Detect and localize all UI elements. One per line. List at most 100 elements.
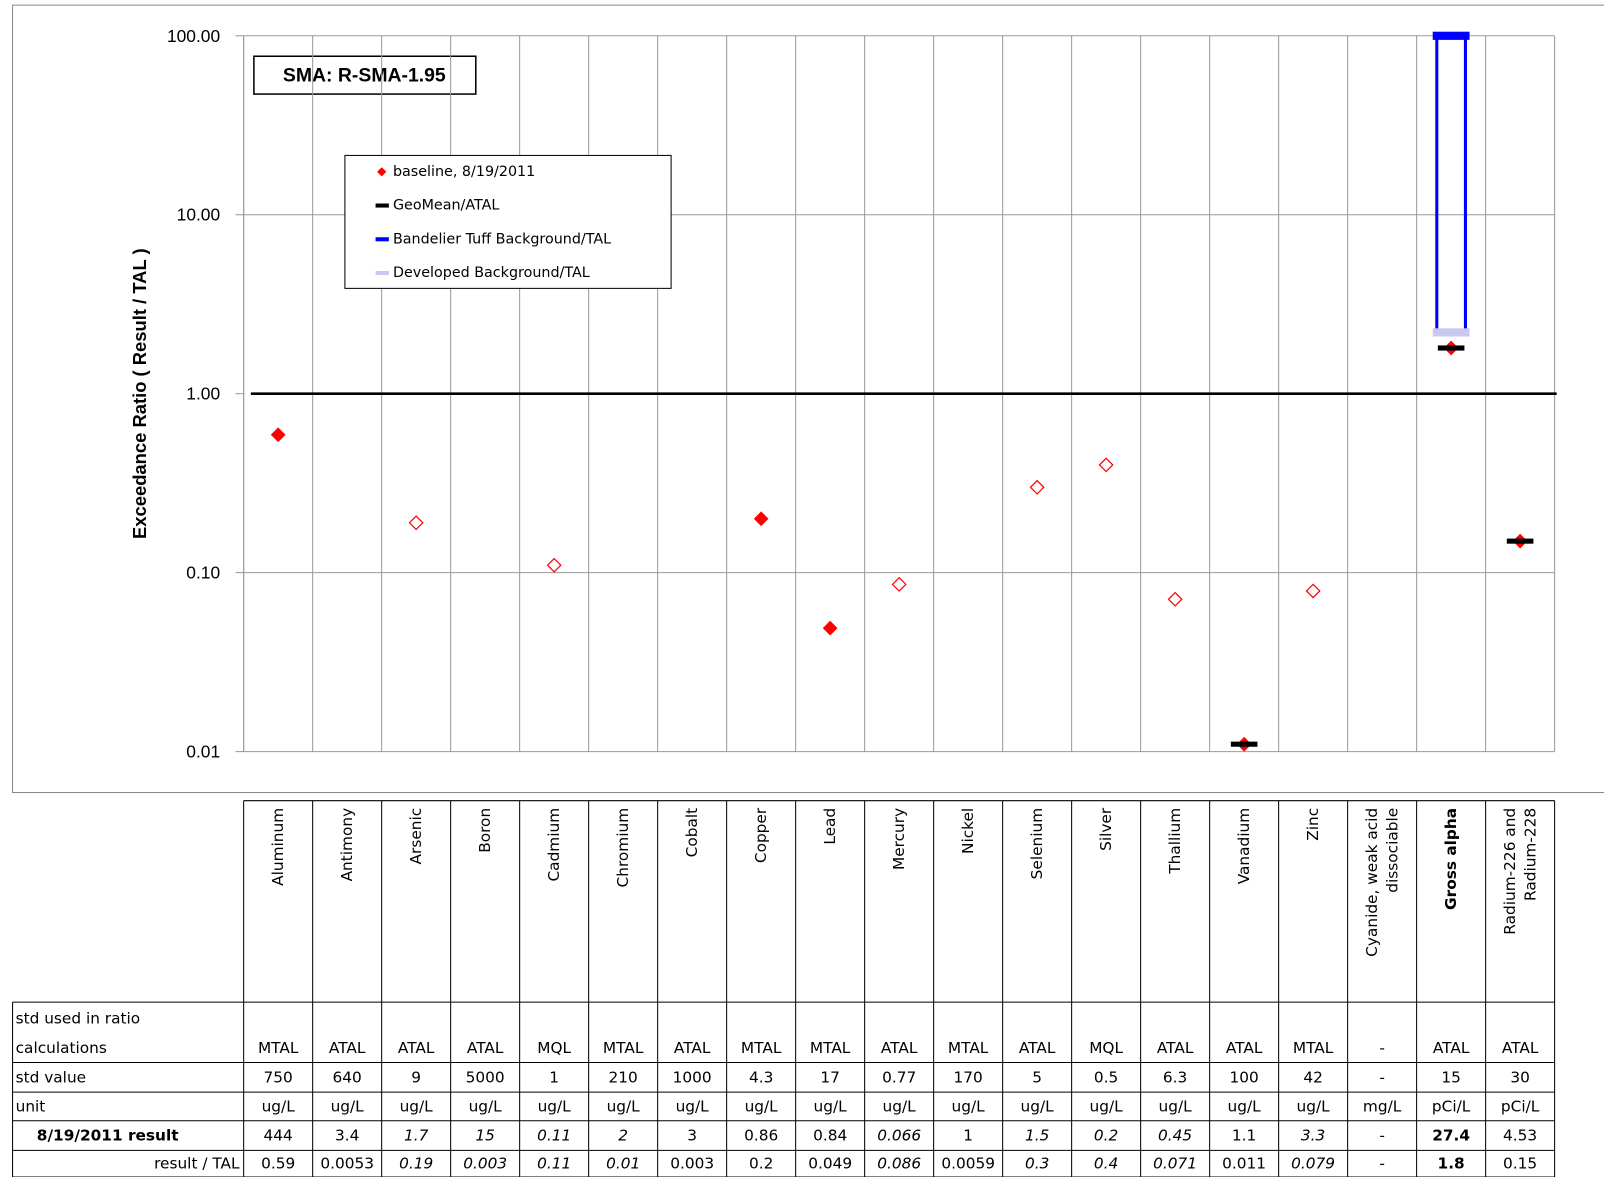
table-cell: 27.4 [1432,1127,1470,1145]
table-cell: MTAL [603,1039,644,1057]
table-cell: 1 [549,1068,559,1086]
table-cell: ATAL [1433,1039,1470,1057]
table-cell: 0.011 [1222,1155,1266,1173]
table-cell: 170 [954,1068,983,1086]
table-cell: ug/L [1021,1097,1055,1115]
column-header: Zinc [1304,808,1322,841]
column-header: Radium-226 and Radium-228 [1501,808,1539,935]
annotation-box [253,55,477,95]
column-header: Nickel [959,808,977,854]
row-label: 8/19/2011 result [37,1127,179,1145]
annotation: SMA: R-SMA-1.95 [283,65,446,87]
table-cell: 0.11 [537,1155,571,1173]
table-cell: 6.3 [1163,1068,1187,1086]
column-header: Mercury [890,808,908,870]
table-cell: 3.4 [335,1127,359,1145]
table-cell: ug/L [1090,1097,1124,1115]
table-cell: 750 [264,1068,293,1086]
column-header: Boron [476,808,494,853]
table-cell: ug/L [469,1097,503,1115]
column-header: Silver [1097,807,1115,851]
table-cell: MTAL [810,1039,851,1057]
y-tick-label: 0.10 [186,563,220,583]
column-header: Cyanide, weak acid dissociable [1363,808,1401,957]
table-cell: 0.049 [808,1155,852,1173]
table-cell: 0.5 [1094,1068,1118,1086]
table-cell: 0.4 [1094,1155,1118,1173]
row-label: std used in ratio calculations [16,1009,141,1057]
table-cell: 1 [963,1127,973,1145]
baseline-point [1098,457,1114,473]
y-tick-label: 100.00 [167,26,220,46]
column-header: Selenium [1028,808,1046,879]
bandelier-bar [1432,31,1470,40]
table-cell: 0.2 [749,1155,773,1173]
column-header: Chromium [614,808,632,888]
table-cell: MQL [537,1039,571,1057]
table-cell: MTAL [948,1039,989,1057]
y-axis-label: Exceedance Ratio ( Result / TAL ) [129,248,150,539]
table-cell: MQL [1089,1039,1123,1057]
table-cell: pCi/L [1432,1097,1471,1115]
table-cell: - [1379,1068,1385,1086]
column-header: Copper [752,807,770,863]
legend-box [344,154,672,289]
table-cell: ATAL [1019,1039,1056,1057]
row-label: std value [16,1068,86,1086]
legend-marker [375,270,389,276]
legend-label: baseline, 8/19/2011 [393,164,535,180]
table-cell: 9 [411,1068,421,1086]
table-cell: pCi/L [1501,1097,1540,1115]
column-header: Gross alpha [1442,808,1460,910]
column-header: Vanadium [1235,808,1253,884]
table-cell: ug/L [538,1097,572,1115]
table-cell: 1.7 [404,1127,429,1145]
table-cell: 0.86 [744,1127,778,1145]
table-cell: ATAL [674,1039,711,1057]
table-cell: MTAL [258,1039,299,1057]
table-cell: 210 [609,1068,638,1086]
legend-label: GeoMean/ATAL [393,198,499,214]
developed-bar [1432,328,1470,337]
column-header: Cadmium [545,808,563,882]
table-cell: 0.079 [1291,1155,1335,1173]
table-cell: 444 [264,1127,293,1145]
y-tick-label: 0.01 [186,742,220,762]
table-cell: 30 [1510,1068,1530,1086]
table-cell: ATAL [1226,1039,1263,1057]
table-cell: ug/L [1159,1097,1193,1115]
column-header: Lead [821,808,839,845]
column-header: Antimony [338,808,356,882]
table-cell: 3.3 [1301,1127,1325,1145]
table-cell: ATAL [1157,1039,1194,1057]
table-cell: 0.071 [1153,1155,1197,1173]
table-cell: 1000 [673,1068,712,1086]
table-cell: 4.53 [1503,1127,1537,1145]
legend-label: Developed Background/TAL [393,265,590,281]
y-tick-label: 10.00 [177,205,220,225]
geomean-bar [1506,538,1534,544]
baseline-point [1305,583,1321,599]
table-cell: 0.0053 [320,1155,374,1173]
legend-label: Bandelier Tuff Background/TAL [393,231,611,247]
table-cell: ug/L [1228,1097,1262,1115]
geomean-bar [1437,345,1465,351]
column-header: Aluminum [269,808,287,886]
table-cell: ug/L [262,1097,296,1115]
baseline-point [270,427,286,443]
table-cell: 0.77 [882,1068,916,1086]
table-cell: mg/L [1363,1097,1402,1115]
row-label: result / TAL [154,1155,240,1173]
table-cell: 0.15 [1503,1155,1537,1173]
table-cell: 0.0059 [941,1155,995,1173]
table-cell: - [1379,1155,1385,1173]
geomean-bar [1230,741,1258,747]
y-tick-label: 1.00 [186,384,220,404]
table-cell: ATAL [881,1039,918,1057]
column-header: Arsenic [407,808,425,865]
table-cell: 0.84 [813,1127,847,1145]
table-cell: 640 [333,1068,362,1086]
table-cell: ug/L [331,1097,365,1115]
table-cell: ug/L [952,1097,986,1115]
